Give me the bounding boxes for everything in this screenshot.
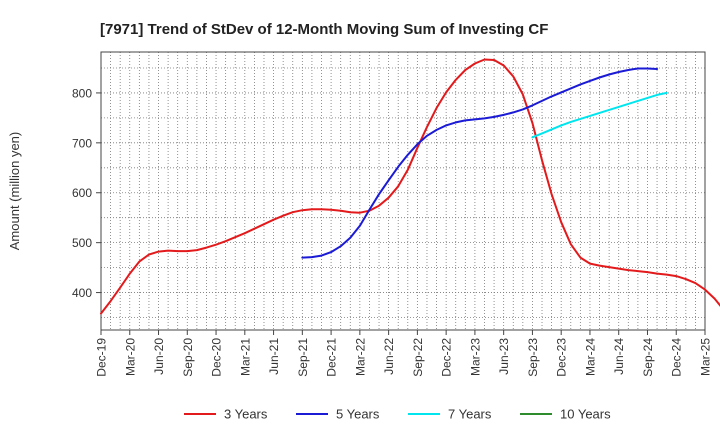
y-tick-label: 600 xyxy=(72,186,92,200)
x-tick-label: Mar-24 xyxy=(583,338,597,376)
plot-background xyxy=(101,52,705,330)
legend-label-5-years: 5 Years xyxy=(336,407,380,422)
y-axis-label: Amount (million yen) xyxy=(7,132,22,251)
series-line-7-years xyxy=(531,91,668,139)
x-tick-label: Jun-24 xyxy=(612,338,626,375)
y-tick-label: 700 xyxy=(72,136,92,150)
x-tick-label: Sep-24 xyxy=(641,338,655,377)
x-tick-label: Dec-21 xyxy=(325,338,339,377)
x-tick-label: Jun-20 xyxy=(152,338,166,375)
x-tick-label: Dec-22 xyxy=(440,338,454,377)
x-tick-label: Dec-23 xyxy=(555,338,569,377)
x-tick-label: Dec-20 xyxy=(210,338,224,377)
x-tick-label: Mar-22 xyxy=(353,338,367,376)
x-tick-label: Mar-20 xyxy=(123,338,137,376)
x-tick-label: Sep-22 xyxy=(411,338,425,377)
x-tick-label: Mar-21 xyxy=(238,338,252,376)
legend-label-7-years: 7 Years xyxy=(448,407,492,422)
y-tick-label: 500 xyxy=(72,236,92,250)
x-tick-label: Dec-19 xyxy=(95,338,109,377)
x-tick-label: Sep-20 xyxy=(181,338,195,377)
x-tick-label: Mar-23 xyxy=(468,338,482,376)
series-line-3-years xyxy=(100,58,720,315)
x-tick-label: Jun-22 xyxy=(382,338,396,375)
x-tick-label: Sep-21 xyxy=(296,338,310,377)
legend-label-3-years: 3 Years xyxy=(224,407,268,422)
legend: 3 Years 5 Years 7 Years 10 Years xyxy=(184,407,611,422)
legend-label-10-years: 10 Years xyxy=(560,407,611,422)
plot-area: 400 500 600 700 800 Dec-19 Mar-20 Jun-20 Sep-20 D… xyxy=(72,51,720,377)
plot-frame xyxy=(100,51,706,331)
y-tick-label: 800 xyxy=(72,86,92,100)
x-tick-label: Dec-24 xyxy=(670,338,684,377)
series-line-5-years xyxy=(301,67,659,259)
x-tick-label: Jun-23 xyxy=(497,338,511,375)
y-tick-label: 400 xyxy=(72,286,92,300)
chart-title: [7971] Trend of StDev of 12-Month Moving… xyxy=(100,21,548,38)
x-tick-label: Jun-21 xyxy=(267,338,281,375)
x-tick-label: Sep-23 xyxy=(526,338,540,377)
x-tick-label: Mar-25 xyxy=(699,338,713,376)
